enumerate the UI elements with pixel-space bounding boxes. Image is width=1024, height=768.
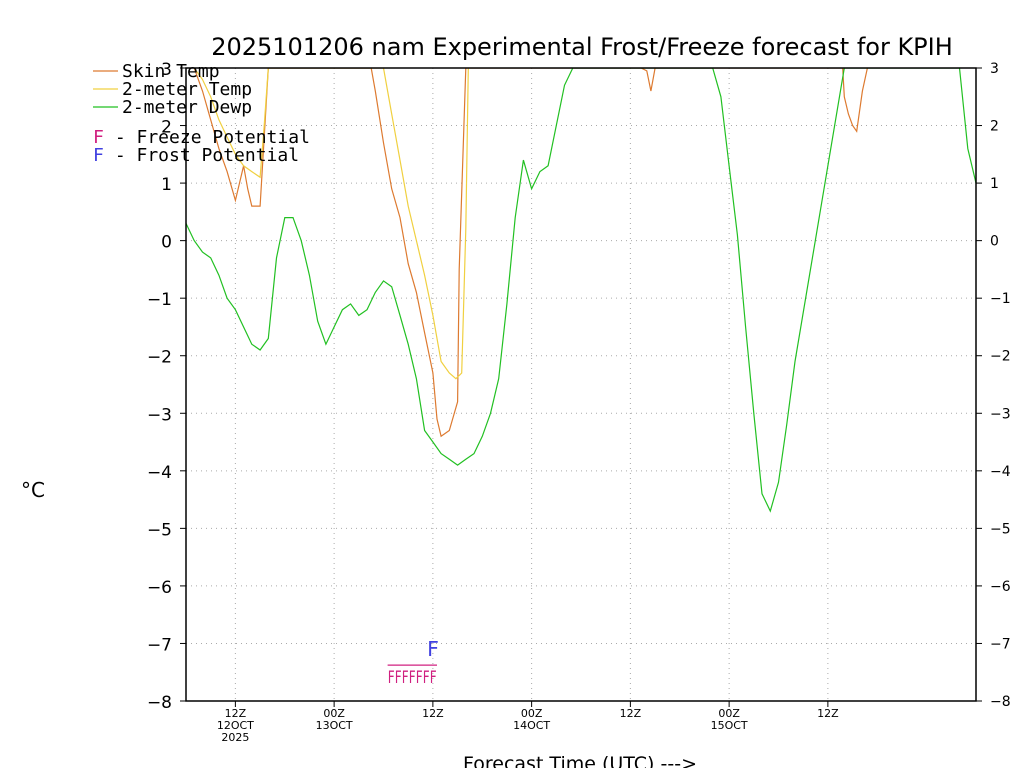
- y-tick-label: −4: [147, 463, 172, 483]
- x-tick-label: 12Z: [817, 707, 839, 720]
- y-tick-label: 2: [990, 119, 999, 135]
- x-tick-label: 12Z: [225, 707, 247, 720]
- y-tick-label: −3: [147, 405, 172, 425]
- skin-temp-line: [193, 68, 868, 438]
- 2-meter-dewp-line: [186, 68, 976, 513]
- y-axis-left: 3 2 1 0 −1 −2 −3 −4 −5 −6 −7 −8: [147, 60, 186, 713]
- chart-title: 2025101206 nam Experimental Frost/Freeze…: [211, 33, 953, 61]
- 2-meter-temp-line: [193, 68, 469, 380]
- legend-mark: F: [93, 127, 104, 148]
- y-tick-label: −7: [990, 636, 1011, 652]
- y-tick-label: −8: [147, 693, 172, 713]
- frost-mark: F: [427, 637, 439, 661]
- y-tick-label: −5: [990, 521, 1011, 537]
- x-tick-label: 2025: [221, 731, 249, 744]
- y-tick-label: −4: [990, 464, 1011, 480]
- y-tick-label: −2: [990, 349, 1011, 365]
- legend-label: - Freeze Potential: [104, 127, 310, 148]
- plot-frame: [185, 67, 977, 702]
- series-layer: [186, 68, 976, 513]
- x-tick-label: 15OCT: [711, 719, 748, 732]
- x-tick-label: 12OCT: [217, 719, 254, 732]
- x-tick-label: 12Z: [422, 707, 444, 720]
- legend-label: Skin Temp: [122, 61, 220, 82]
- y-tick-label: 0: [161, 233, 172, 253]
- y-tick-label: −7: [147, 635, 172, 655]
- y-tick-label: 2: [161, 118, 172, 138]
- x-tick-label: 13OCT: [316, 719, 353, 732]
- grid: [186, 68, 976, 701]
- y-tick-label: −6: [147, 578, 172, 598]
- legend-label: 2-meter Temp: [122, 79, 252, 100]
- y-tick-label: −3: [990, 406, 1011, 422]
- x-tick-label: 12Z: [620, 707, 642, 720]
- x-axis-label: Forecast Time (UTC) --->: [463, 753, 697, 768]
- y-tick-label: −8: [990, 694, 1011, 710]
- y-tick-label: 3: [990, 61, 999, 77]
- x-tick-label: 00Z: [323, 707, 345, 720]
- y-tick-label: 0: [990, 234, 999, 250]
- freeze-marks: FFFFFFF: [388, 668, 437, 688]
- y-tick-label: −1: [147, 290, 172, 310]
- x-tick-label: 00Z: [718, 707, 740, 720]
- y-tick-label: −2: [147, 348, 172, 368]
- legend-mark: F: [93, 145, 104, 166]
- legend-label: 2-meter Dewp: [122, 97, 252, 118]
- x-tick-label: 00Z: [521, 707, 543, 720]
- y-axis-label: °C: [21, 478, 45, 502]
- y-tick-label: 1: [990, 176, 999, 192]
- y-tick-label: 1: [161, 175, 172, 195]
- y-tick-label: −6: [990, 579, 1011, 595]
- y-tick-label: −5: [147, 520, 172, 540]
- y-tick-label: 3: [161, 60, 172, 80]
- legend-label: - Frost Potential: [104, 145, 299, 166]
- y-axis-right: 3 2 1 0 −1 −2 −3 −4 −5 −6 −7 −8: [976, 61, 1011, 710]
- y-tick-label: −1: [990, 291, 1011, 307]
- x-tick-label: 14OCT: [513, 719, 550, 732]
